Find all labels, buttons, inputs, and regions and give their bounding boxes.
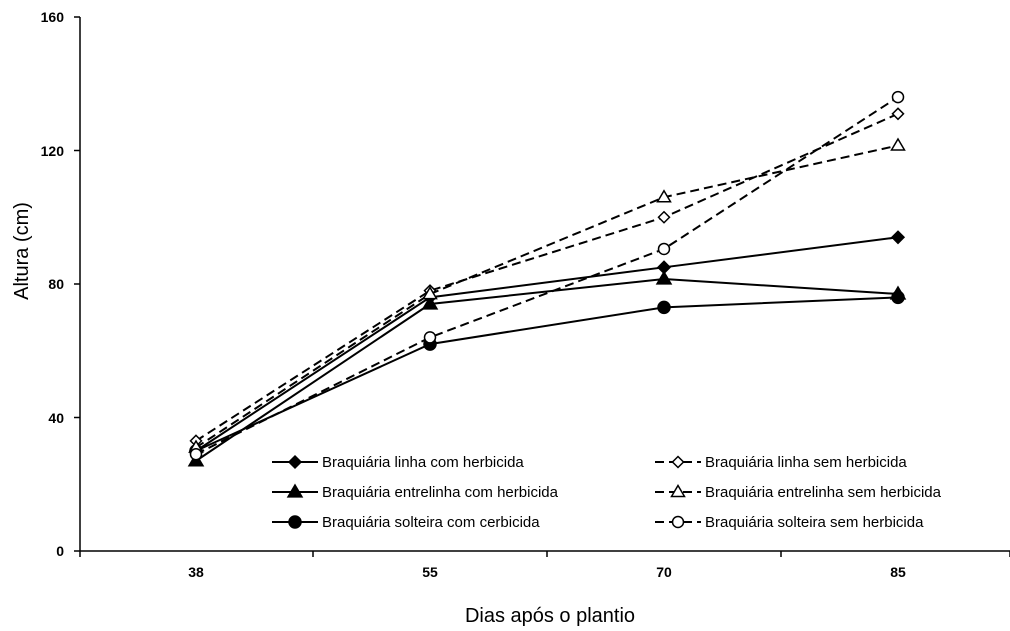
- legend-item: Braquiária solteira com cerbicida: [272, 514, 540, 531]
- legend-marker: [671, 455, 685, 469]
- legend-item: Braquiária entrelinha sem herbicida: [655, 484, 942, 501]
- legend-marker: [671, 515, 685, 529]
- series-line: [195, 112, 899, 442]
- data-point: [890, 230, 906, 245]
- data-point: [423, 331, 437, 344]
- x-tick-label: 55: [422, 564, 438, 580]
- data-point: [890, 137, 906, 151]
- data-point: [657, 242, 671, 256]
- legend-label: Braquiária entrelinha com herbicida: [322, 484, 559, 501]
- axis-ticks: [74, 16, 1010, 557]
- data-point: [189, 447, 203, 461]
- data-point: [656, 189, 672, 203]
- legend-marker: [670, 484, 686, 498]
- legend-marker: [287, 454, 303, 470]
- y-tick-label: 120: [41, 143, 65, 159]
- data-point: [891, 290, 905, 305]
- series-1: [188, 230, 906, 458]
- legend-item: Braquiária linha com herbicida: [272, 454, 524, 471]
- series-line: [195, 296, 899, 452]
- y-axis-title: Altura (cm): [11, 202, 33, 300]
- data-point: [422, 286, 438, 300]
- legend-item: Braquiária linha sem herbicida: [655, 454, 907, 471]
- y-tick-label: 80: [48, 276, 64, 292]
- series-line: [195, 277, 899, 462]
- y-tick-label: 40: [48, 410, 64, 426]
- series-line: [195, 236, 899, 452]
- series-6: [189, 90, 905, 461]
- data-point: [655, 270, 673, 285]
- series-line: [195, 144, 899, 449]
- legend-item: Braquiária entrelinha com herbicida: [272, 483, 559, 501]
- legend-label: Braquiária linha sem herbicida: [705, 454, 907, 471]
- data-point: [657, 210, 671, 224]
- data-point: [421, 295, 439, 310]
- legend-label: Braquiária linha com herbicida: [322, 454, 524, 471]
- legend-label: Braquiária solteira com cerbicida: [322, 514, 540, 531]
- data-point: [891, 90, 905, 104]
- legend-marker: [286, 483, 304, 498]
- series-4: [189, 107, 905, 448]
- x-tick-label: 70: [656, 564, 672, 580]
- legend: Braquiária linha com herbicida Braquiária…: [272, 454, 942, 531]
- y-tick-label: 0: [56, 543, 64, 559]
- legend-item: Braquiária solteira sem herbicida: [655, 514, 924, 531]
- y-tick-label: 160: [41, 9, 65, 25]
- x-tick-label: 38: [188, 564, 204, 580]
- legend-label: Braquiária entrelinha sem herbicida: [705, 484, 942, 501]
- series-3: [189, 290, 905, 458]
- legend-marker: [288, 515, 302, 529]
- data-point: [891, 107, 905, 121]
- legend-label: Braquiária solteira sem herbicida: [705, 514, 924, 531]
- x-axis-title: Dias após o plantio: [465, 605, 635, 627]
- x-tick-label: 85: [890, 564, 906, 580]
- data-point: [657, 300, 671, 315]
- series-layer: [187, 90, 907, 467]
- series-line: [195, 96, 899, 456]
